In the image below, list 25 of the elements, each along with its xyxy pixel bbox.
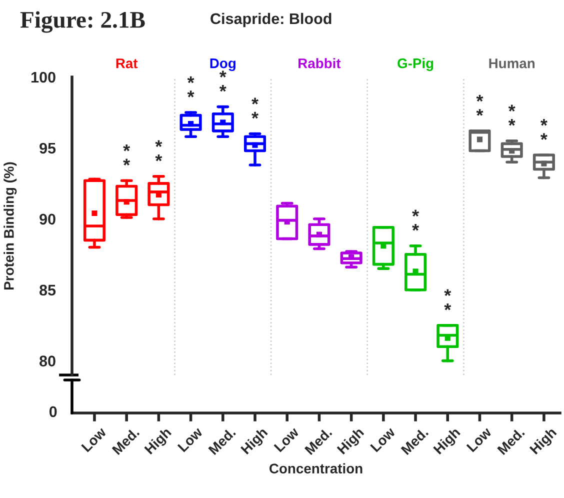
text: Dog xyxy=(210,58,236,72)
x-axis-title: Concentration xyxy=(270,463,362,474)
text: ** xyxy=(219,70,226,92)
y-tick-label: 100 xyxy=(32,72,56,83)
text: ** xyxy=(187,76,194,98)
text: ** xyxy=(412,210,420,231)
text: ** xyxy=(444,289,452,310)
text: ** xyxy=(155,140,162,162)
y-tick-label: 85 xyxy=(40,284,56,296)
text: ** xyxy=(540,118,548,140)
text: Human xyxy=(489,58,535,68)
text: ** xyxy=(123,144,130,166)
y-axis-title: Protein Binding (%) xyxy=(4,162,17,290)
text: Rabbit xyxy=(298,58,341,68)
text: 0 xyxy=(49,406,57,418)
y-tick-label: 90 xyxy=(40,214,56,225)
y-tick-label: 80 xyxy=(40,356,56,366)
text: ** xyxy=(476,94,484,116)
y-tick-label: 95 xyxy=(40,142,56,154)
chart-title: Figure: 2.1B xyxy=(20,11,145,33)
text: ** xyxy=(252,98,258,119)
text: Rat xyxy=(116,58,138,68)
text: G-Pig xyxy=(398,58,434,72)
chart-subtitle: Cisapride: Blood xyxy=(210,12,332,28)
text: ** xyxy=(508,104,516,126)
